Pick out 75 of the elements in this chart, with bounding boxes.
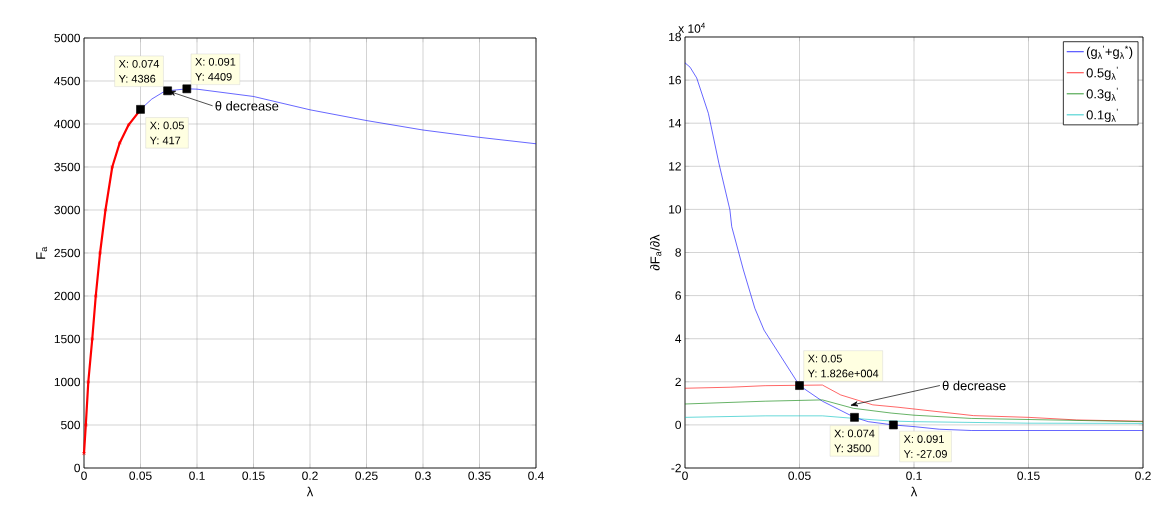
x-tick-label: 0.4: [528, 471, 544, 480]
point: [126, 122, 131, 128]
y-tick-label: 4000: [54, 119, 81, 129]
x-tick-label: 0.2: [1135, 471, 1151, 480]
y-tick-label: 8: [675, 248, 681, 257]
y-tick-label: 500: [61, 420, 81, 430]
y-tick-label: 0: [74, 463, 81, 473]
text: x 10$^{4}$: [678, 22, 705, 33]
legend-label: 0.1g$_{λ}$': [1086, 108, 1118, 123]
y-tick-label: 14: [669, 119, 682, 128]
y-tick-label: 4: [675, 334, 682, 343]
annotation: θ decrease: [215, 101, 279, 111]
y-tick-label: 4500: [54, 76, 81, 86]
point: [163, 86, 172, 96]
x-tick-label: 0.25: [355, 471, 378, 480]
annotation: X: 0.05: [149, 121, 184, 130]
legend-label: 0.5g$_{λ}$': [1086, 66, 1118, 80]
y-tick-label: 10: [669, 205, 682, 214]
y-tick-label: 0: [675, 420, 682, 430]
annotation: X: 0.091: [903, 435, 944, 443]
y-tick-label: 2: [675, 377, 681, 386]
y-tick-label: 6: [675, 291, 681, 300]
annotation: Y: 417: [149, 136, 181, 145]
annotation: X: 0.074: [118, 59, 160, 68]
point: [117, 140, 122, 146]
y-tick-label: 3000: [54, 205, 81, 215]
y-tick-label: 1500: [54, 334, 81, 344]
y-tick-label: -2: [671, 463, 681, 473]
point: [110, 164, 115, 170]
annotation: Y: 4386: [118, 74, 156, 83]
point: [86, 379, 91, 385]
y-tick-label: 12: [669, 162, 681, 171]
y-axis-title: F$_{a}$: [36, 246, 48, 259]
x-axis-title: λ: [910, 486, 918, 497]
point: [81, 451, 87, 456]
x-axis-title: λ: [306, 486, 314, 497]
point: [103, 207, 108, 213]
x-tick-label: 0.1: [189, 471, 205, 480]
x-tick-label: 0.15: [242, 471, 265, 480]
legend-label: 0.3g$_{λ}$': [1086, 87, 1118, 102]
y-tick-label: 2000: [54, 291, 81, 301]
annotation: Y: 3500: [834, 444, 871, 453]
x-tick-label: 0: [682, 471, 688, 480]
legend-label: (g$_{λ}$$^{'}$+g$_{λ}$$^{*}$): [1086, 45, 1133, 59]
x-tick-label: 0.1: [906, 471, 922, 480]
x-tick-label: 0: [81, 471, 87, 480]
annotation: Y: 1.826e+004: [807, 369, 879, 378]
x-tick-label: 0.3: [415, 471, 431, 480]
y-tick-label: 16: [669, 75, 681, 85]
y-tick-label: 3500: [54, 162, 81, 172]
annotation: θ decrease: [942, 380, 1006, 391]
annotation: X: 0.074: [834, 429, 875, 438]
y-tick-label: 2500: [54, 248, 81, 258]
y-tick-label: 18: [669, 32, 681, 42]
y-axis-title: ∂F$_{a}$/∂λ: [650, 234, 662, 271]
y-tick-label: 1000: [54, 377, 81, 387]
x-tick-label: 0.35: [468, 471, 491, 480]
point: [182, 84, 192, 94]
line-series: [684, 62, 1144, 431]
y-tick-label: 5000: [54, 33, 81, 43]
point: [850, 413, 859, 422]
x-tick-label: 0.15: [1017, 471, 1040, 480]
annotation: Y: -27.09: [903, 450, 947, 458]
point: [93, 293, 98, 299]
x-tick-label: 0.05: [129, 471, 152, 480]
point: [83, 422, 88, 428]
annotation: X: 0.091: [195, 57, 236, 66]
annotation: X: 0.05: [807, 354, 842, 363]
x-tick-label: 0.05: [788, 471, 811, 480]
annotation: Y: 4409: [195, 72, 232, 81]
point: [90, 336, 95, 342]
point: [795, 381, 804, 390]
point: [889, 420, 898, 430]
x-tick-label: 0.2: [302, 471, 318, 480]
point: [98, 250, 103, 256]
